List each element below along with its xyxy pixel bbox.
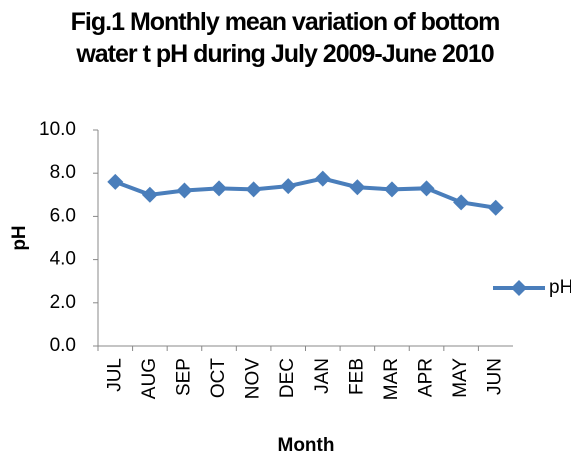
legend-label: pH xyxy=(549,277,571,298)
x-tick-label: SEP xyxy=(173,358,194,396)
point xyxy=(487,199,504,216)
legend-marker xyxy=(511,280,527,296)
x-tick-label: DEC xyxy=(277,358,298,398)
y-tick-label: 10.0 xyxy=(39,119,76,140)
x-tick-label: MAR xyxy=(381,358,402,400)
point xyxy=(141,186,158,203)
y-tick-label: 0.0 xyxy=(50,335,76,356)
point xyxy=(211,180,228,197)
x-tick-label: MAY xyxy=(450,358,471,398)
x-tick-label: AUG xyxy=(139,358,160,399)
point xyxy=(453,194,470,211)
point xyxy=(383,181,400,198)
x-axis-label: Month xyxy=(278,435,335,456)
point xyxy=(176,182,193,199)
point xyxy=(245,181,262,198)
x-tick-label: JAN xyxy=(312,358,333,394)
x-tick-label: JUN xyxy=(485,358,506,395)
x-tick-label: OCT xyxy=(208,358,229,399)
line xyxy=(114,176,497,210)
point xyxy=(314,170,331,187)
x-tick-label: APR xyxy=(416,358,437,397)
y-tick-label: 6.0 xyxy=(50,205,76,226)
point xyxy=(107,173,124,190)
point xyxy=(280,178,297,195)
point xyxy=(418,180,435,197)
chart-title: Fig.1 Monthly mean variation of bottom w… xyxy=(70,8,501,68)
y-tick-label: 2.0 xyxy=(50,292,76,313)
x-tick-label: FEB xyxy=(346,358,367,395)
y-tick-label: 8.0 xyxy=(50,162,76,183)
point xyxy=(349,179,366,196)
y-axis-label: pH xyxy=(9,225,30,250)
x-tick-label: NOV xyxy=(243,358,264,400)
y-tick-label: 4.0 xyxy=(50,249,76,270)
x-tick-label: JUL xyxy=(104,358,125,392)
